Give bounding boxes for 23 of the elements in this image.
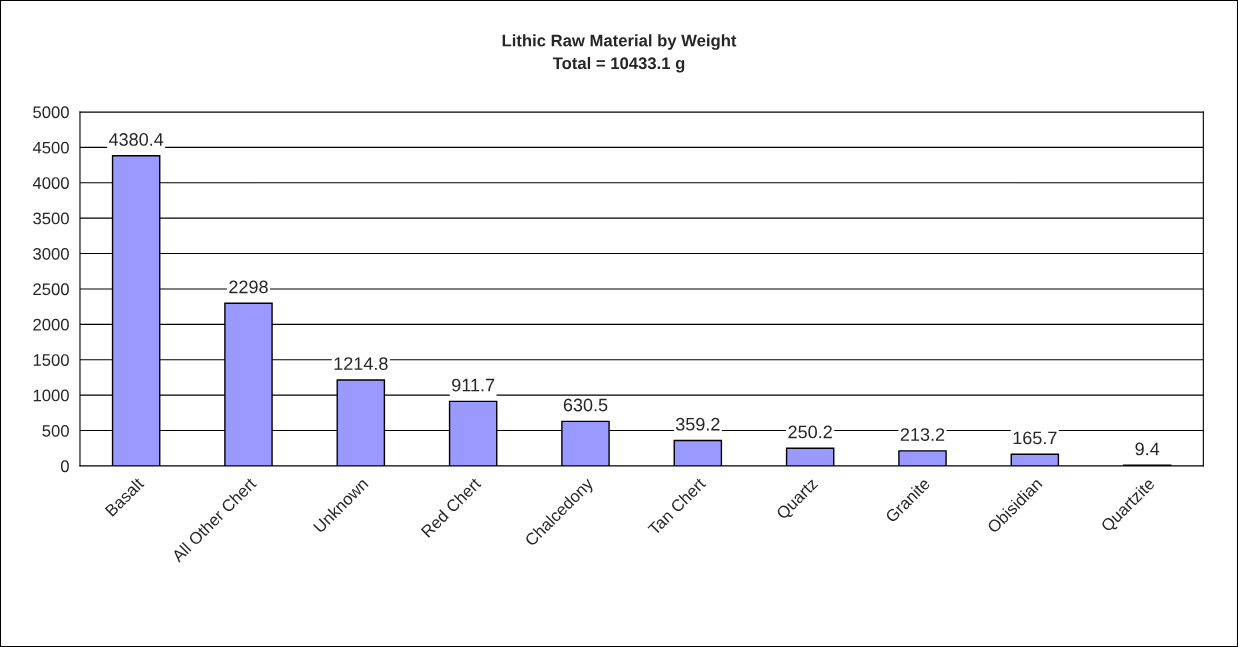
y-tick-label: 4500 [32,141,69,154]
y-tick-label: 1500 [33,354,69,366]
y-tick-label: 3500 [33,212,69,225]
y-tick-label: 500 [42,424,69,437]
data-label: 250.2 [788,425,832,439]
data-label: 2298 [229,280,268,294]
y-tick-label: 5000 [33,106,69,119]
data-label: 213.2 [900,428,945,441]
y-tick-label: 3000 [33,247,69,260]
data-label: 9.4 [1135,442,1160,456]
data-label: 359.2 [675,417,720,431]
data-label: 1214.8 [334,357,388,371]
y-tick-label: 0 [60,460,69,473]
data-label: 630.5 [563,398,608,412]
y-tick-label: 4000 [32,177,69,189]
y-tick-label: 1000 [33,389,69,402]
y-tick-label: 2500 [33,283,69,296]
chart-title: Lithic Raw Material by Weight [502,34,737,50]
data-label: 911.7 [452,378,495,392]
data-label: 4380.4 [108,133,164,146]
chart-subtitle: Total = 10433.1 g [552,56,685,73]
data-label: 165.7 [1013,431,1057,445]
y-tick-label: 2000 [33,318,69,331]
